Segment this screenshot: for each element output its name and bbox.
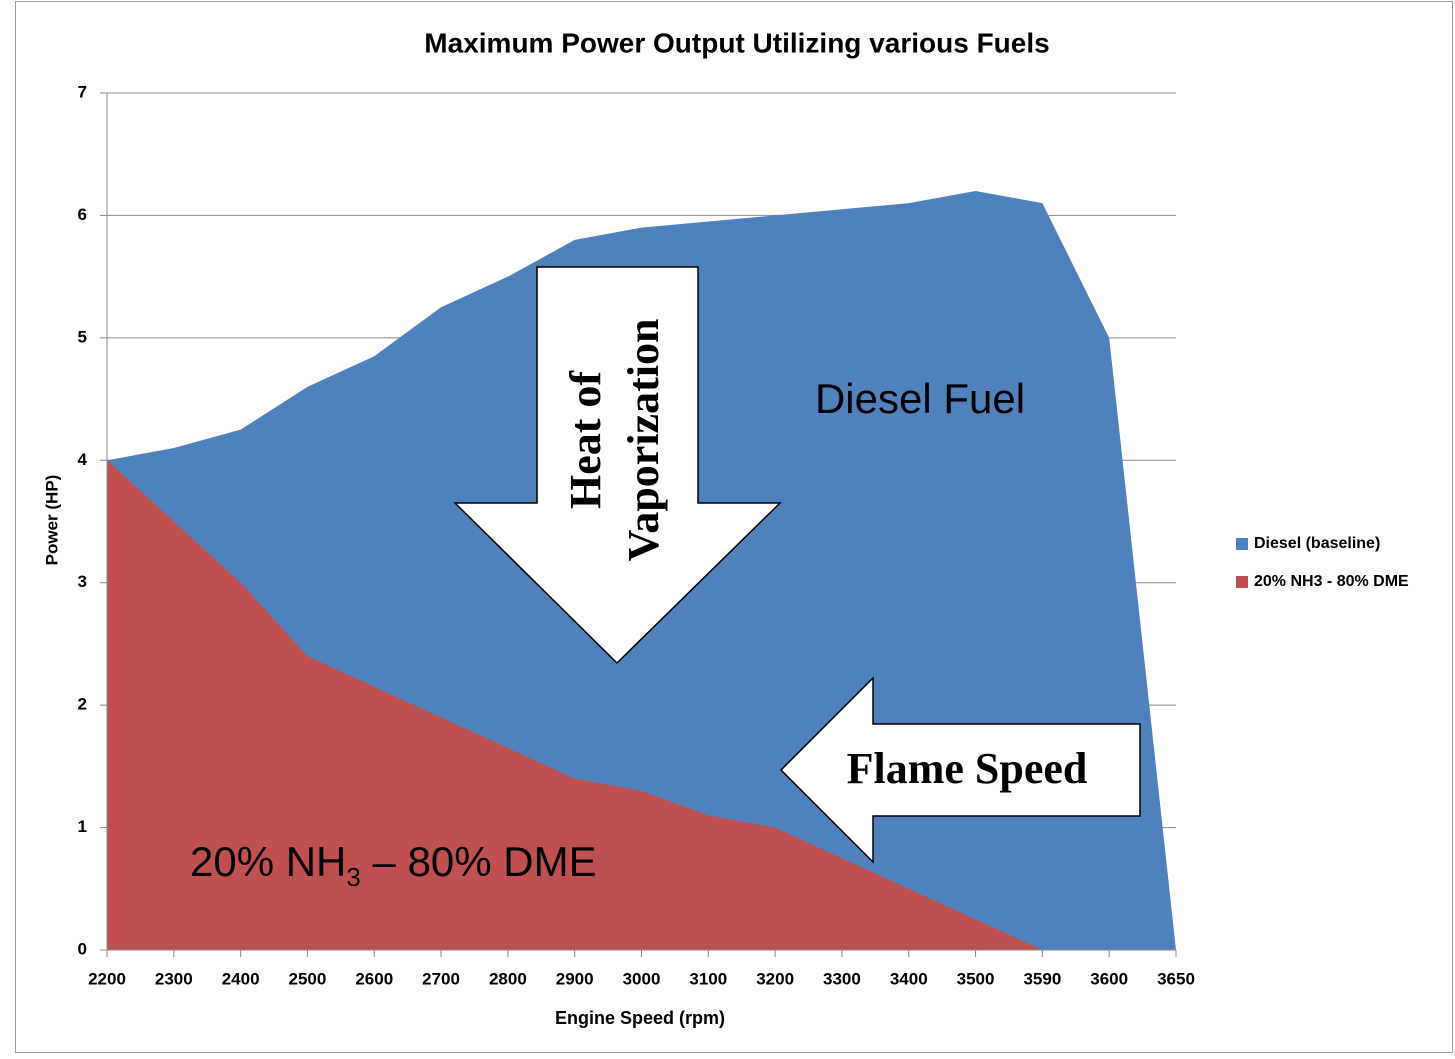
legend-label: 20% NH3 - 80% DME: [1254, 573, 1409, 590]
x-tick-label: 2400: [222, 969, 260, 988]
y-axis-label: Power (HP): [42, 475, 61, 566]
down-arrow: [453, 266, 782, 665]
legend-swatch: [1236, 576, 1248, 588]
x-tick-label: 3100: [689, 969, 727, 988]
y-tick-label: 4: [78, 450, 88, 469]
legend: Diesel (baseline) 20% NH3 - 80% DME: [1236, 535, 1409, 590]
x-tick-label: 3590: [1023, 969, 1061, 988]
annotation: Diesel Fuel: [815, 375, 1025, 422]
x-tick-label: 2900: [556, 969, 594, 988]
x-tick-label: 2600: [355, 969, 393, 988]
x-tick-label: 2700: [422, 969, 460, 988]
annotations: Diesel Fuel 20% NH3 – 80% DME Heat of Va…: [190, 266, 1141, 892]
y-tick-label: 2: [78, 695, 87, 714]
x-axis-label: Engine Speed (rpm): [555, 1008, 725, 1028]
x-tick-label: 3300: [823, 969, 861, 988]
x-tick-label: 3500: [957, 969, 995, 988]
annotation-part: 20% NH: [190, 838, 346, 885]
legend-swatch: [1236, 538, 1248, 550]
y-tick-label: 5: [78, 327, 87, 346]
annotation: 20% NH3 – 80% DME: [190, 838, 597, 892]
x-tick-label: 2500: [289, 969, 327, 988]
x-tick-label: 3600: [1090, 969, 1128, 988]
x-tick-label: 3400: [890, 969, 928, 988]
annotation: Flame Speed: [847, 744, 1088, 793]
x-tick-label: 3200: [756, 969, 794, 988]
y-tick-label: 1: [78, 817, 87, 836]
annotation: Heat of: [561, 370, 610, 509]
annotation-part: – 80% DME: [361, 838, 597, 885]
x-tick-label: 2800: [489, 969, 527, 988]
legend-label: Diesel (baseline): [1254, 535, 1380, 552]
left-arrow: [779, 676, 1141, 864]
annotation-subscript: 3: [346, 862, 360, 892]
x-tick-label: 3000: [623, 969, 661, 988]
y-tick-label: 6: [78, 205, 87, 224]
annotation: Vaporization: [619, 319, 668, 562]
x-tick-label: 2200: [88, 969, 126, 988]
y-tick-label: 7: [78, 82, 87, 101]
chart-title: Maximum Power Output Utilizing various F…: [424, 27, 1049, 58]
x-tick-label: 2300: [155, 969, 193, 988]
x-tick-label: 3650: [1157, 969, 1195, 988]
area: [107, 460, 1043, 950]
y-tick-label: 3: [78, 572, 87, 591]
y-tick-label: 0: [78, 939, 87, 958]
